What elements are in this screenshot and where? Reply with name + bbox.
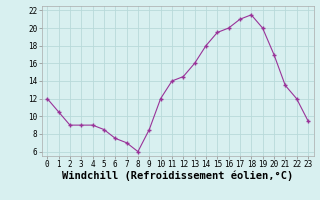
X-axis label: Windchill (Refroidissement éolien,°C): Windchill (Refroidissement éolien,°C): [62, 171, 293, 181]
